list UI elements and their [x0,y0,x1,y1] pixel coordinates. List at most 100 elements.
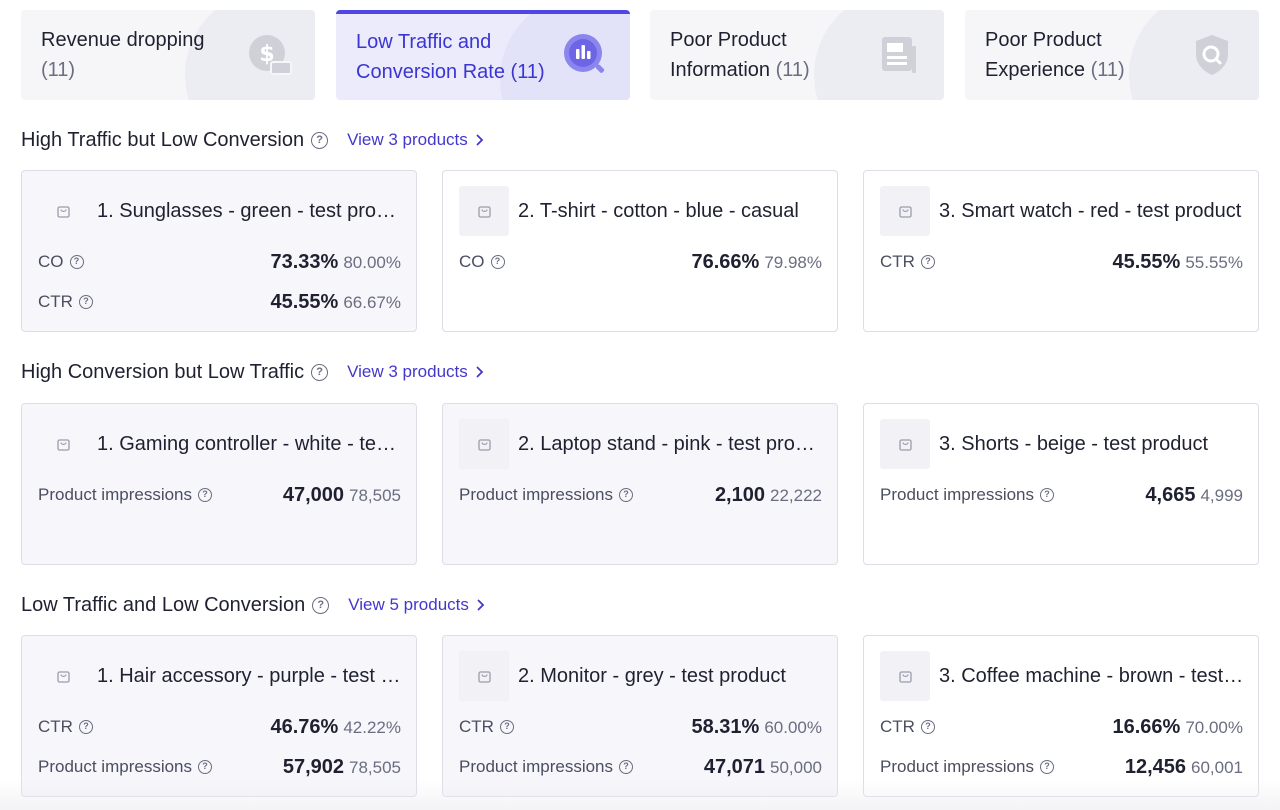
help-icon[interactable]: ? [1040,488,1055,502]
metric-row: CTR? 45.55% 66.67% [38,290,401,314]
shopping-bag-icon [478,206,491,218]
metric-label: Product impressions [38,757,193,776]
product-thumbnail [880,651,930,701]
help-icon[interactable]: ? [920,720,935,734]
product-name: 2. Laptop stand - pink - test product [518,433,824,455]
shopping-bag-icon [478,671,491,683]
tab-label: Poor Product Experience [985,29,1102,81]
tab-poor-product-experience[interactable]: Poor Product Experience (11) [965,10,1259,100]
chevron-right-icon [476,134,484,146]
help-icon[interactable]: ? [311,131,329,149]
help-icon[interactable]: ? [198,760,213,774]
help-icon[interactable]: ? [920,255,935,269]
help-icon[interactable]: ? [619,760,634,774]
dollar-icon: $ [249,35,292,75]
metric-label: CTR [459,717,494,736]
tab-label-wrap: Poor Product Information (11) [670,25,864,85]
metric-values: 45.55% 66.67% [270,291,401,314]
metric-value: 16.66% [1112,715,1181,738]
metric-values: 2,100 22,222 [715,484,822,507]
tab-count: (11) [1090,59,1125,81]
shopping-bag-icon [57,671,70,683]
metric-row: CTR? 58.31% 60.00% [459,715,822,739]
section-header-high-conversion-low-traffic: High Conversion but Low Traffic ? View 3… [21,357,484,387]
product-card[interactable]: 3. Coffee machine - brown - test product… [863,635,1259,797]
metric-value: 76.66% [691,250,760,273]
product-card[interactable]: 2. Laptop stand - pink - test product Pr… [442,403,838,565]
metric-values: 4,665 4,999 [1145,484,1243,507]
metric-benchmark: 79.98% [764,252,822,272]
metric-values: 57,902 78,505 [283,756,401,779]
shopping-bag-icon [478,439,491,451]
metric-row: CO? 73.33% 80.00% [38,250,401,274]
tab-poor-product-information[interactable]: Poor Product Information (11) [650,10,944,100]
metric-label-wrap: CO? [38,252,84,272]
metric-benchmark: 78,505 [349,757,401,777]
metric-label: Product impressions [880,485,1035,504]
metric-label: CO [459,252,485,271]
view-products-link[interactable]: View 3 products [347,362,484,382]
metric-values: 12,456 60,001 [1125,756,1243,779]
product-name: 2. T-shirt - cotton - blue - casual [518,200,799,222]
help-icon[interactable]: ? [490,255,505,269]
help-icon[interactable]: ? [1040,760,1055,774]
tab-label-wrap: Poor Product Experience (11) [985,25,1179,85]
tab-decoration [814,10,944,100]
product-card[interactable]: 1. Sunglasses - green - test product CO?… [21,170,417,332]
metric-label-wrap: Product impressions? [459,485,634,505]
view-products-link[interactable]: View 3 products [347,130,484,150]
metric-row: Product impressions? 2,100 22,222 [459,483,822,507]
metric-label-wrap: CTR? [880,717,935,737]
tab-decoration [1129,10,1259,100]
product-cards-row: 1. Gaming controller - white - test prod… [21,403,1259,565]
metric-benchmark: 60.00% [764,717,822,737]
view-products-link[interactable]: View 5 products [348,595,485,615]
tab-label: Poor Product Information [670,29,787,81]
product-thumbnail [38,419,88,469]
metric-label: Product impressions [38,485,193,504]
product-card[interactable]: 3. Smart watch - red - test product CTR?… [863,170,1259,332]
shopping-bag-icon [899,671,912,683]
help-icon[interactable]: ? [78,295,93,309]
tab-revenue-dropping[interactable]: Revenue dropping (11) $ [21,10,315,100]
tab-count: (11) [775,59,810,81]
help-icon[interactable]: ? [311,363,329,381]
metric-label-wrap: CO? [459,252,505,272]
tab-count: (11) [510,61,545,83]
metric-row: Product impressions? 4,665 4,999 [880,483,1243,507]
tab-low-traffic-conversion[interactable]: Low Traffic and Conversion Rate (11) [336,10,630,100]
metric-values: 76.66% 79.98% [691,251,822,274]
help-icon[interactable]: ? [499,720,514,734]
metric-benchmark: 42.22% [343,717,401,737]
section-header-high-traffic-low-conversion: High Traffic but Low Conversion ? View 3… [21,125,484,155]
product-card[interactable]: 1. Hair accessory - purple - test produc… [21,635,417,797]
product-name: 1. Sunglasses - green - test product [97,200,403,222]
product-card[interactable]: 2. T-shirt - cotton - blue - casual CO? … [442,170,838,332]
product-card[interactable]: 3. Shorts - beige - test product Product… [863,403,1259,565]
shopping-bag-icon [57,206,70,218]
product-thumbnail [459,651,509,701]
help-icon[interactable]: ? [619,488,634,502]
tab-label: Revenue dropping [41,29,205,51]
help-icon[interactable]: ? [78,720,93,734]
product-thumbnail [459,186,509,236]
metric-benchmark: 60,001 [1191,757,1243,777]
metric-values: 46.76% 42.22% [270,716,401,739]
metric-label: Product impressions [459,757,614,776]
product-card[interactable]: 1. Gaming controller - white - test prod… [21,403,417,565]
metric-label-wrap: CTR? [880,252,935,272]
metric-label: CTR [880,717,915,736]
product-name: 3. Shorts - beige - test product [939,433,1209,455]
help-icon[interactable]: ? [198,488,213,502]
chevron-right-icon [477,599,485,611]
help-icon[interactable]: ? [69,255,84,269]
help-icon[interactable]: ? [312,596,330,614]
shopping-bag-icon [899,206,912,218]
metric-label: CTR [880,252,915,271]
metric-benchmark: 50,000 [770,757,822,777]
metric-benchmark: 70.00% [1185,717,1243,737]
metric-values: 47,000 78,505 [283,484,401,507]
product-name: 1. Hair accessory - purple - test produc… [97,665,403,687]
metric-values: 45.55% 55.55% [1112,251,1243,274]
product-card[interactable]: 2. Monitor - grey - test product CTR? 58… [442,635,838,797]
